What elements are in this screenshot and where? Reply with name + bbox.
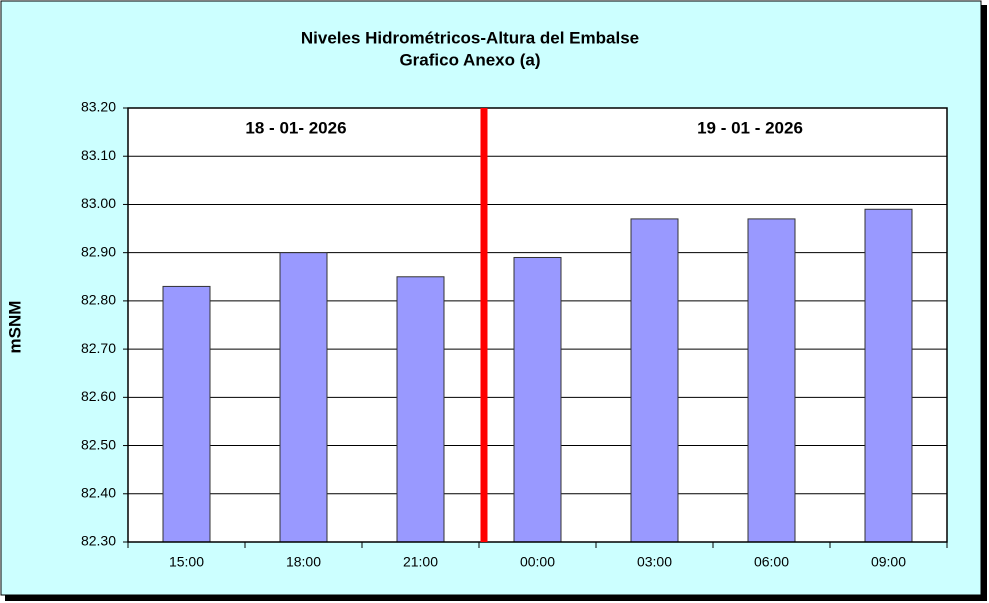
y-axis-label: mSNM (5, 301, 24, 354)
date-annotation: 18 - 01- 2026 (245, 118, 346, 137)
x-tick-label: 09:00 (871, 554, 906, 570)
y-tick-label: 82.80 (81, 292, 116, 308)
x-tick-label: 15:00 (169, 554, 204, 570)
y-tick-label: 83.10 (81, 147, 116, 163)
y-tick-label: 82.70 (81, 340, 116, 356)
y-tick-label: 82.30 (81, 533, 116, 549)
plot-border (127, 107, 948, 543)
y-tick-label: 82.90 (81, 243, 116, 259)
chart-subtitle: Grafico Anexo (a) (399, 50, 540, 69)
x-tick-label: 00:00 (520, 554, 555, 570)
x-tick-label: 21:00 (403, 554, 438, 570)
x-tick-label: 06:00 (754, 554, 789, 570)
y-tick-label: 82.40 (81, 484, 116, 500)
bar (396, 276, 445, 543)
bar (162, 285, 211, 543)
x-tick-label: 18:00 (286, 554, 321, 570)
chart-title: Niveles Hidrométricos-Altura del Embalse (301, 28, 639, 47)
bars (162, 208, 913, 543)
date-annotation: 19 - 01 - 2026 (697, 118, 803, 137)
x-tick-label: 03:00 (637, 554, 672, 570)
bar (513, 256, 562, 543)
bar (747, 218, 796, 543)
y-tick-label: 83.00 (81, 195, 116, 211)
bar (630, 218, 679, 543)
y-tick-label: 82.60 (81, 388, 116, 404)
bar (279, 252, 328, 543)
bar (864, 208, 913, 543)
y-tick-label: 82.50 (81, 436, 116, 452)
y-tick-label: 83.20 (81, 99, 116, 115)
